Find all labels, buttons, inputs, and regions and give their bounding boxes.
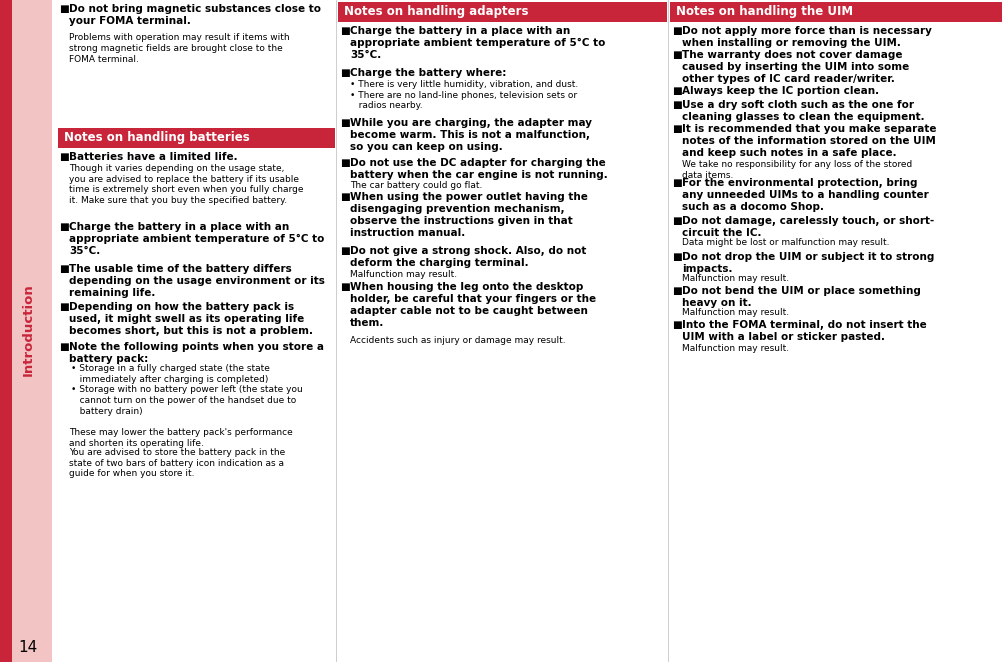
Text: Do not bring magnetic substances close to
your FOMA terminal.: Do not bring magnetic substances close t… [69,4,321,26]
Text: These may lower the battery pack's performance
and shorten its operating life.: These may lower the battery pack's perfo… [69,428,293,448]
Text: ■: ■ [59,302,68,312]
Text: ■: ■ [671,178,681,188]
Text: ■: ■ [340,118,349,128]
Text: While you are charging, the adapter may
become warm. This is not a malfunction,
: While you are charging, the adapter may … [350,118,592,152]
Text: ■: ■ [671,252,681,262]
Text: Batteries have a limited life.: Batteries have a limited life. [69,152,238,162]
Text: ■: ■ [671,26,681,36]
Text: Note the following points when you store a
battery pack:: Note the following points when you store… [69,342,324,364]
Text: When housing the leg onto the desktop
holder, be careful that your fingers or th: When housing the leg onto the desktop ho… [350,282,596,328]
Text: ■: ■ [340,192,349,202]
Text: Do not drop the UIM or subject it to strong
impacts.: Do not drop the UIM or subject it to str… [681,252,934,274]
Text: Malfunction may result.: Malfunction may result. [681,344,788,353]
Bar [58,128,335,148]
Text: Malfunction may result.: Malfunction may result. [681,274,788,283]
Bar [338,2,666,22]
Text: • There is very little humidity, vibration, and dust.
• There are no land-line p: • There is very little humidity, vibrati… [350,80,578,111]
Text: ■: ■ [340,282,349,292]
Text: The usable time of the battery differs
depending on the usage environment or its: The usable time of the battery differs d… [69,264,325,298]
Text: ■: ■ [671,216,681,226]
Text: Accidents such as injury or damage may result.: Accidents such as injury or damage may r… [350,336,565,345]
Text: ■: ■ [59,222,68,232]
Text: Introduction: Introduction [21,283,34,377]
Text: ■: ■ [671,286,681,296]
Text: ■: ■ [59,264,68,274]
Text: Malfunction may result.: Malfunction may result. [681,308,788,317]
Text: ■: ■ [59,342,68,352]
Text: Though it varies depending on the usage state,
you are advised to replace the ba: Though it varies depending on the usage … [69,164,303,205]
Text: Use a dry soft cloth such as the one for
cleaning glasses to clean the equipment: Use a dry soft cloth such as the one for… [681,100,924,122]
Text: When using the power outlet having the
disengaging prevention mechanism,
observe: When using the power outlet having the d… [350,192,588,238]
Text: Depending on how the battery pack is
used, it might swell as its operating life
: Depending on how the battery pack is use… [69,302,313,336]
Text: Into the FOMA terminal, do not insert the
UIM with a label or sticker pasted.: Into the FOMA terminal, do not insert th… [681,320,926,342]
Text: ■: ■ [340,68,349,78]
Text: Do not damage, carelessly touch, or short-
circuit the IC.: Do not damage, carelessly touch, or shor… [681,216,934,238]
Text: It is recommended that you make separate
notes of the information stored on the : It is recommended that you make separate… [681,124,936,158]
Text: ■: ■ [59,4,68,14]
Text: ■: ■ [671,320,681,330]
Text: Do not give a strong shock. Also, do not
deform the charging terminal.: Do not give a strong shock. Also, do not… [350,246,586,268]
Bar [0,0,12,662]
Text: ■: ■ [671,100,681,110]
Text: Always keep the IC portion clean.: Always keep the IC portion clean. [681,86,879,96]
Text: Notes on handling the UIM: Notes on handling the UIM [675,5,853,19]
Text: ■: ■ [340,26,349,36]
Text: Problems with operation may result if items with
strong magnetic fields are brou: Problems with operation may result if it… [69,33,289,64]
Text: For the environmental protection, bring
any unneeded UIMs to a handling counter
: For the environmental protection, bring … [681,178,928,212]
Text: Do not use the DC adapter for charging the
battery when the car engine is not ru: Do not use the DC adapter for charging t… [350,158,607,180]
Text: Charge the battery where:: Charge the battery where: [350,68,506,78]
Text: You are advised to store the battery pack in the
state of two bars of battery ic: You are advised to store the battery pac… [69,448,285,479]
Text: The warranty does not cover damage
caused by inserting the UIM into some
other t: The warranty does not cover damage cause… [681,50,909,84]
Text: Do not bend the UIM or place something
heavy on it.: Do not bend the UIM or place something h… [681,286,920,308]
Text: Malfunction may result.: Malfunction may result. [350,270,456,279]
Text: ■: ■ [671,124,681,134]
Text: • Storage in a fully charged state (the state
   immediately after charging is c: • Storage in a fully charged state (the … [71,364,303,416]
Text: ■: ■ [671,50,681,60]
Text: Do not apply more force than is necessary
when installing or removing the UIM.: Do not apply more force than is necessar… [681,26,931,48]
Text: ■: ■ [340,246,349,256]
Text: We take no responsibility for any loss of the stored
data items.: We take no responsibility for any loss o… [681,160,912,180]
Text: ■: ■ [671,86,681,96]
Text: ■: ■ [59,152,68,162]
Text: The car battery could go flat.: The car battery could go flat. [350,181,481,190]
Bar [669,2,1001,22]
Text: Notes on handling adapters: Notes on handling adapters [344,5,528,19]
Text: ■: ■ [340,158,349,168]
Text: Charge the battery in a place with an
appropriate ambient temperature of 5°C to
: Charge the battery in a place with an ap… [350,26,605,60]
Text: 14: 14 [18,641,37,655]
Text: Charge the battery in a place with an
appropriate ambient temperature of 5°C to
: Charge the battery in a place with an ap… [69,222,324,256]
Bar [0,0,52,662]
Text: Data might be lost or malfunction may result.: Data might be lost or malfunction may re… [681,238,889,247]
Text: Notes on handling batteries: Notes on handling batteries [64,132,250,144]
